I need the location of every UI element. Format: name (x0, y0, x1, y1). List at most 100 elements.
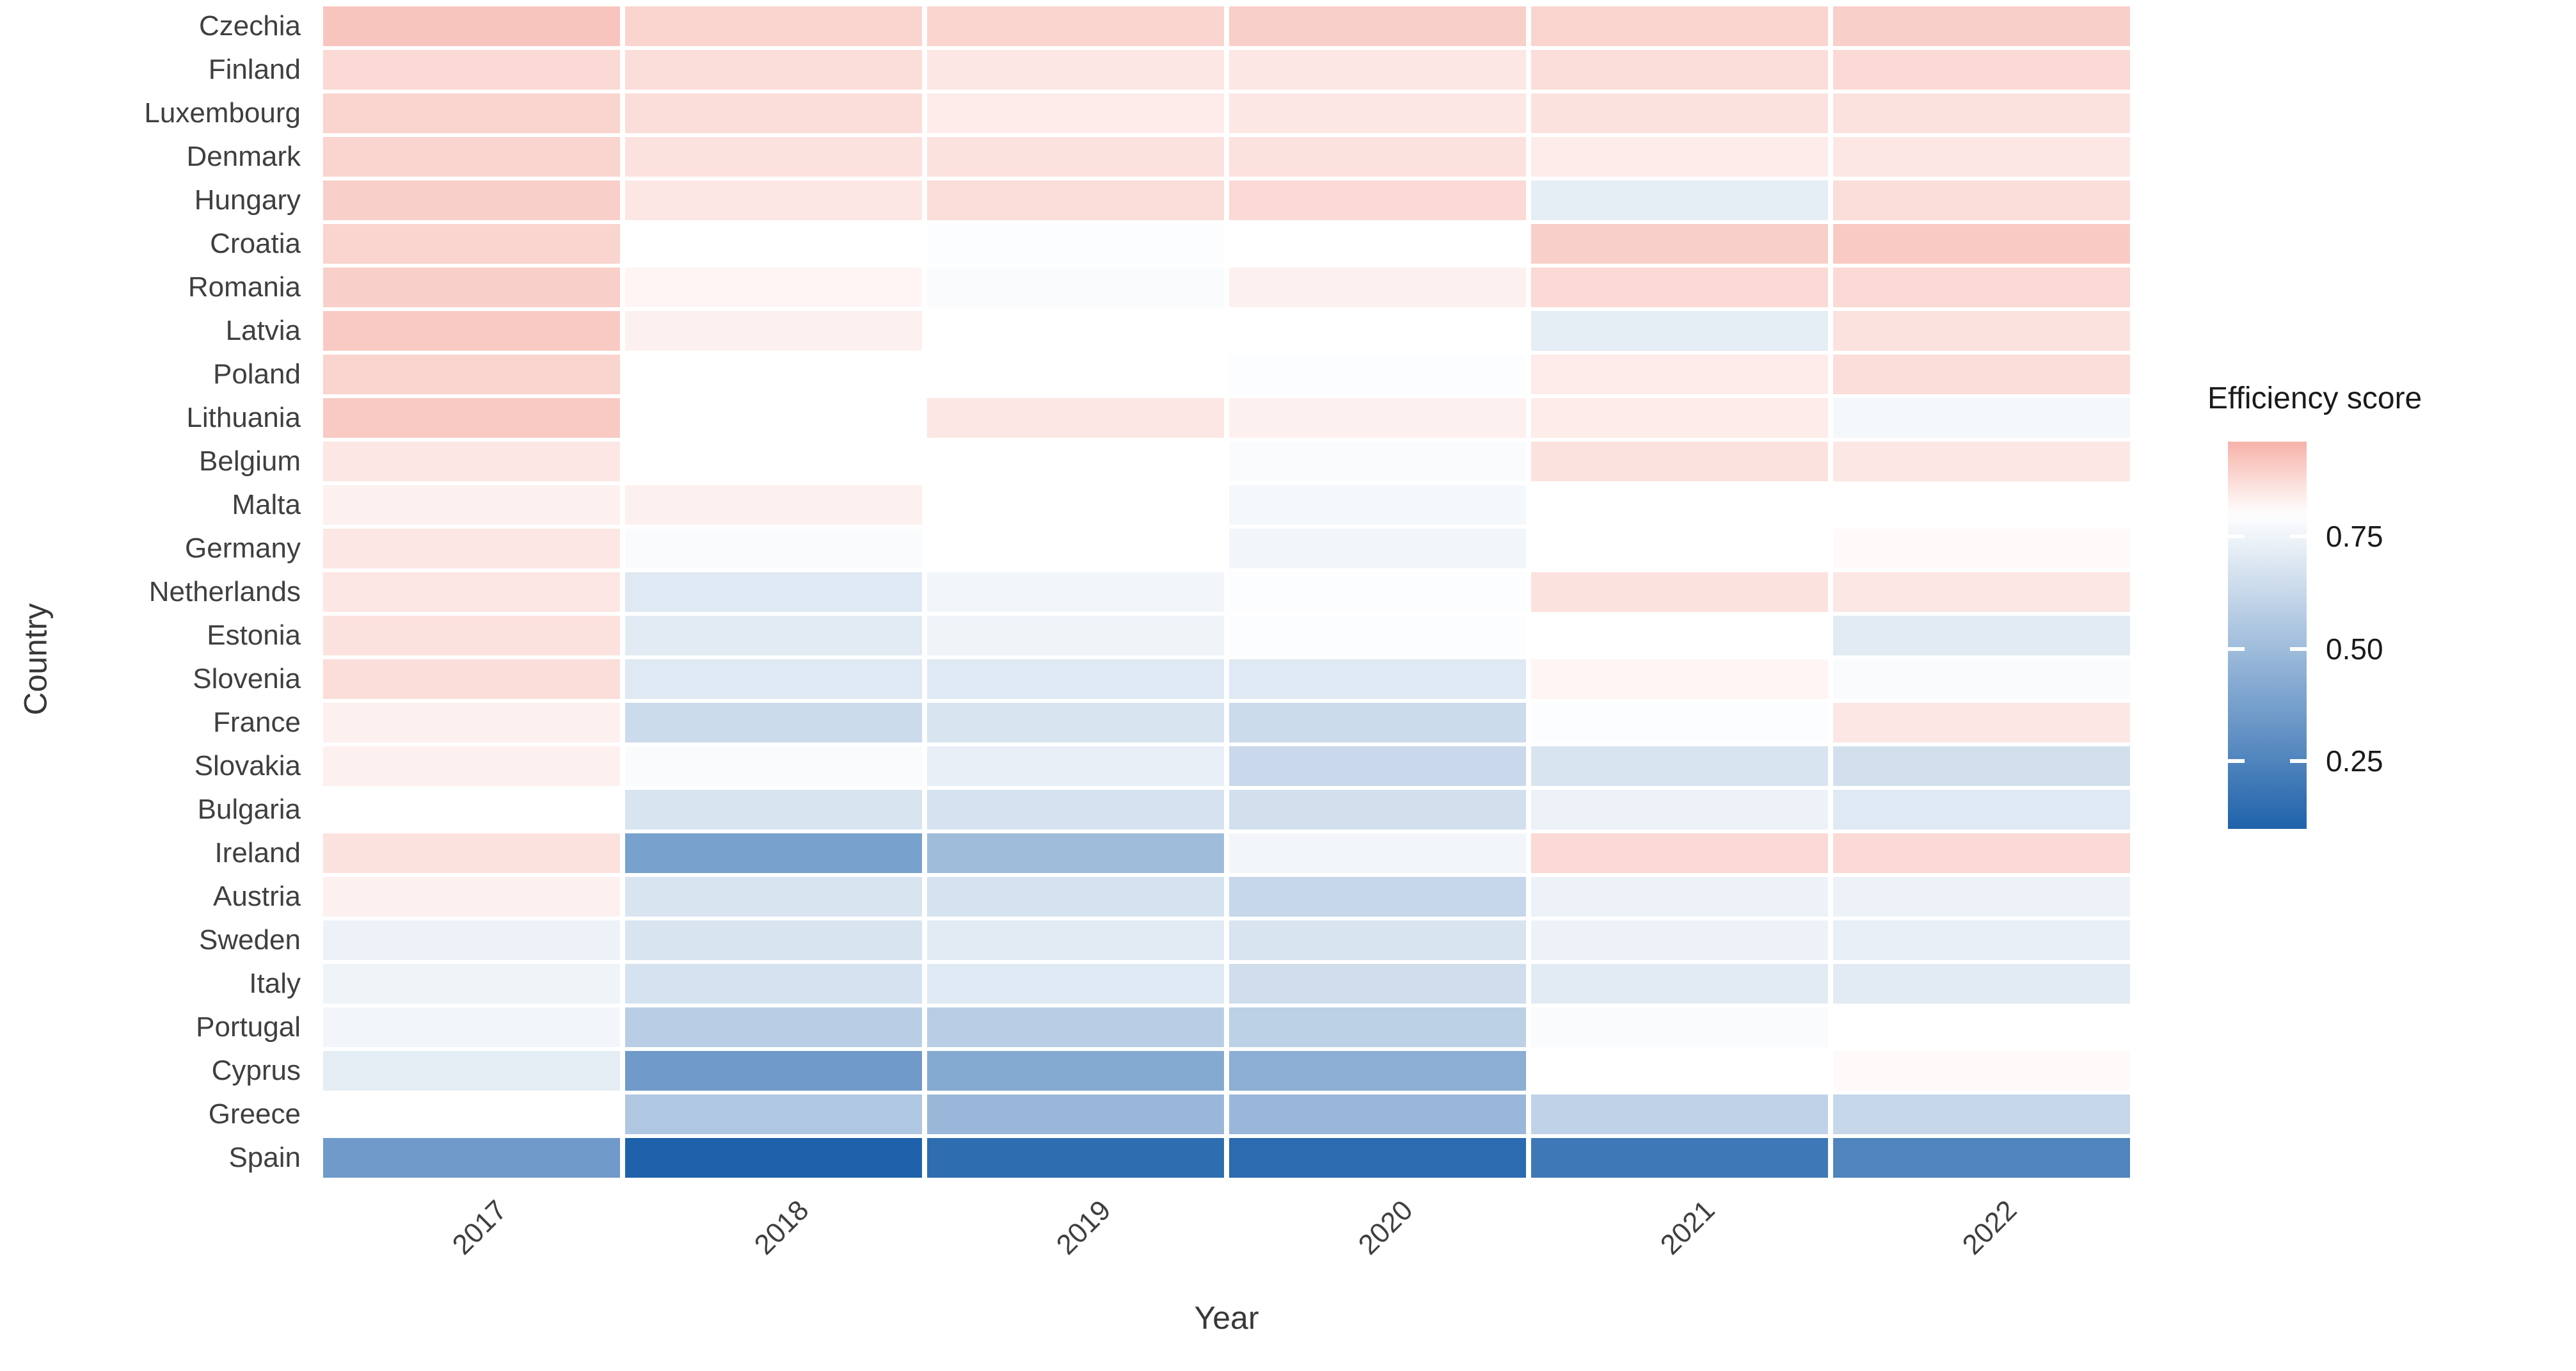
heatmap-cell (1229, 224, 1526, 264)
heatmap-cell (927, 790, 1224, 830)
heatmap-cell (323, 398, 620, 438)
heatmap-cell (1833, 1007, 2130, 1047)
heatmap-cell (1833, 746, 2130, 786)
heatmap-cell (1229, 529, 1526, 568)
country-tick-label: Czechia (199, 10, 301, 42)
heatmap-cell (927, 355, 1224, 394)
legend-tick-label: 0.75 (2326, 519, 2383, 553)
heatmap-cell (1833, 398, 2130, 438)
heatmap-cell (323, 1138, 620, 1178)
heatmap-cell (927, 920, 1224, 960)
legend: Efficiency score 0.75 0.50 0.25 (2201, 381, 2559, 867)
heatmap-cell (1531, 1051, 1828, 1091)
heatmap-cell (1833, 572, 2130, 612)
heatmap-cell (1833, 137, 2130, 177)
heatmap-cell (1833, 50, 2130, 90)
heatmap-cell (1531, 93, 1828, 133)
heatmap-cell (323, 877, 620, 917)
heatmap-cell (1229, 1138, 1526, 1178)
heatmap-cell (323, 964, 620, 1004)
country-tick-label: Slovakia (194, 750, 301, 782)
heatmap-cell (1531, 572, 1828, 612)
heatmap-cell (1229, 746, 1526, 786)
heatmap-cell (323, 180, 620, 220)
heatmap-cell (323, 920, 620, 960)
heatmap-cell (625, 224, 922, 264)
heatmap-cell (323, 616, 620, 655)
heatmap-cell (1531, 1094, 1828, 1134)
heatmap-cell (927, 1007, 1224, 1047)
country-tick-label: Hungary (194, 184, 301, 216)
heatmap-cell (1531, 224, 1828, 264)
heatmap-cell (1229, 703, 1526, 742)
heatmap-cell (927, 311, 1224, 351)
country-tick-label: Spain (228, 1142, 301, 1173)
heatmap-cell (1531, 746, 1828, 786)
country-tick-label: Romania (187, 271, 301, 303)
heatmap-cell (1229, 6, 1526, 46)
heatmap-cell (1531, 659, 1828, 699)
legend-gradient-bar (2228, 442, 2307, 829)
heatmap-cell (625, 1138, 922, 1178)
heatmap-cell (1833, 93, 2130, 133)
heatmap-cell (1833, 180, 2130, 220)
heatmap-cell (1531, 268, 1828, 307)
heatmap-cell (1833, 659, 2130, 699)
country-tick-label: Austria (213, 881, 301, 912)
heatmap-cell (1531, 50, 1828, 90)
heatmap-cell (625, 964, 922, 1004)
heatmap-cell (1229, 920, 1526, 960)
heatmap-cell (1531, 920, 1828, 960)
heatmap-cell (927, 398, 1224, 438)
heatmap-cell (1531, 964, 1828, 1004)
heatmap-cell (1833, 877, 2130, 917)
heatmap-cell (927, 703, 1224, 742)
country-tick-label: Germany (185, 533, 301, 564)
heatmap-cell (1229, 1051, 1526, 1091)
heatmap-cell (927, 442, 1224, 481)
heatmap-cell (927, 485, 1224, 525)
x-axis-title: Year (1194, 1300, 1259, 1336)
heatmap-cell (1229, 790, 1526, 830)
heatmap-cell (625, 268, 922, 307)
heatmap-cell (1229, 877, 1526, 917)
heatmap-cell (1229, 659, 1526, 699)
heatmap-cell (1229, 616, 1526, 655)
heatmap-cell (1531, 442, 1828, 481)
heatmap-cell (323, 572, 620, 612)
heatmap-cell (625, 93, 922, 133)
heatmap-cell (1229, 442, 1526, 481)
heatmap-cell (323, 50, 620, 90)
heatmap-cell (323, 224, 620, 264)
country-tick-label: Malta (232, 489, 301, 520)
heatmap-cell (1833, 920, 2130, 960)
country-tick-label: Denmark (186, 141, 301, 172)
heatmap-cell (625, 833, 922, 873)
heatmap-cell (323, 833, 620, 873)
heatmap-cell (927, 833, 1224, 873)
country-tick-label: Greece (208, 1098, 301, 1130)
heatmap-cell (1833, 6, 2130, 46)
year-tick-label: 2022 (1956, 1194, 2023, 1261)
heatmap-cell (1229, 137, 1526, 177)
country-tick-label: France (213, 707, 301, 738)
heatmap-cell (927, 50, 1224, 90)
heatmap-cell (1531, 833, 1828, 873)
heatmap-cell (625, 485, 922, 525)
heatmap-cell (1531, 1138, 1828, 1178)
heatmap-cell (1229, 311, 1526, 351)
heatmap-cell (625, 311, 922, 351)
heatmap-cell (323, 268, 620, 307)
heatmap-grid (323, 6, 2130, 1178)
heatmap-cell (927, 1094, 1224, 1134)
heatmap-cell (625, 398, 922, 438)
heatmap-cell (1229, 180, 1526, 220)
heatmap-cell (1833, 616, 2130, 655)
heatmap-cell (625, 137, 922, 177)
heatmap-cell (1229, 93, 1526, 133)
heatmap-cell (1833, 1094, 2130, 1134)
country-tick-label: Luxembourg (144, 97, 301, 129)
heatmap-cell (1531, 180, 1828, 220)
legend-title: Efficiency score (2207, 381, 2422, 415)
heatmap-cell (323, 442, 620, 481)
